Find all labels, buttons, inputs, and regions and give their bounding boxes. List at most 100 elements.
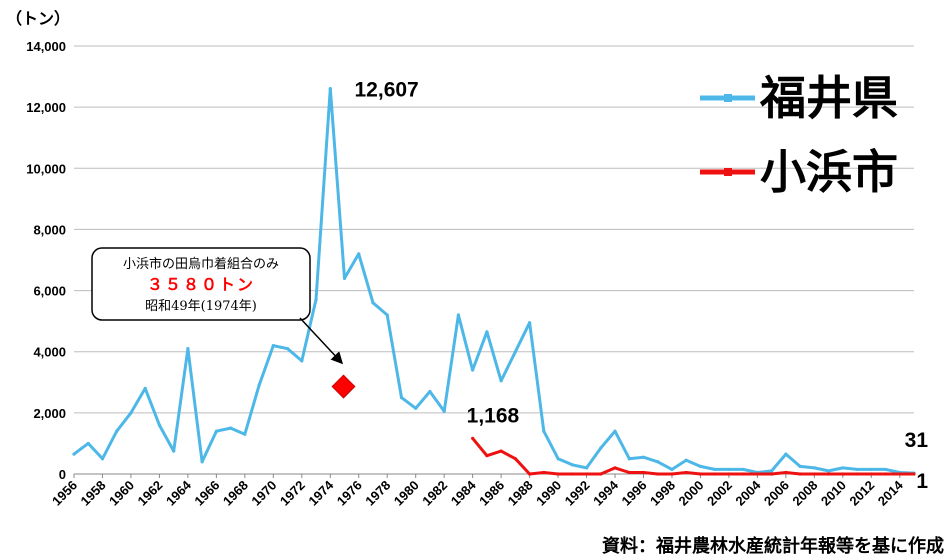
callout-arrow — [299, 317, 344, 365]
source-note: 資料：福井農林水産統計年報等を基に作成 — [602, 535, 944, 557]
y-tick-label: 12,000 — [26, 100, 66, 115]
data-point — [527, 321, 532, 325]
data-point — [357, 252, 361, 256]
x-tick-label: 2002 — [704, 478, 735, 509]
data-point — [485, 330, 489, 334]
x-tick-label: 2008 — [789, 478, 820, 509]
data-point — [485, 454, 489, 458]
x-tick-label: 1988 — [505, 478, 536, 509]
data-point — [826, 472, 831, 476]
data-point — [599, 472, 603, 476]
x-tick-label: 1984 — [448, 477, 480, 509]
data-point — [869, 467, 873, 472]
data-point — [784, 470, 788, 475]
data-point — [713, 472, 717, 476]
data-point — [570, 463, 574, 467]
x-tick-label: 1976 — [334, 478, 365, 509]
x-tick-label: 1966 — [191, 478, 222, 509]
y-tick-label: 6,000 — [33, 284, 66, 299]
data-point — [229, 426, 233, 430]
data-point — [186, 347, 190, 351]
y-tick-label: 10,000 — [26, 161, 66, 176]
data-point — [770, 469, 774, 473]
data-point — [556, 472, 560, 476]
y-axis-ticks: 0 2,000 4,000 6,000 8,000 10,000 12,000 14,000 — [26, 39, 66, 482]
x-tick-label: 1960 — [106, 478, 137, 509]
data-point — [698, 464, 703, 468]
callout-box: 小浜市の田烏巾着組合のみ ３５８０トン 昭和49年(1974年) — [91, 247, 344, 365]
data-point — [584, 472, 589, 476]
data-point — [670, 467, 674, 472]
data-point — [143, 386, 147, 390]
data-point — [855, 472, 859, 476]
data-point — [755, 472, 759, 476]
data-point — [713, 467, 717, 472]
data-point — [812, 466, 816, 470]
x-tick-label: 2006 — [761, 478, 792, 509]
data-point — [300, 359, 304, 363]
y-axis-unit-label: （トン） — [6, 9, 70, 28]
data-point — [271, 344, 275, 348]
data-point — [641, 455, 646, 459]
data-point — [214, 429, 218, 433]
data-point — [200, 460, 204, 464]
data-point — [471, 368, 475, 372]
x-tick-label: 2004 — [732, 477, 764, 509]
data-point — [542, 429, 546, 433]
data-point — [243, 432, 247, 436]
series-line-0 — [73, 87, 915, 475]
data-point — [285, 347, 290, 351]
x-tick-label: 1994 — [590, 477, 622, 509]
data-point — [456, 313, 461, 317]
data-point — [883, 472, 888, 476]
annotations: 12,607 1,168 31 1 — [355, 79, 929, 493]
y-tick-label: 4,000 — [33, 345, 66, 360]
data-point — [698, 472, 703, 476]
y-tick-label: 8,000 — [33, 222, 66, 237]
data-point — [499, 449, 503, 453]
data-point — [727, 467, 731, 472]
data-point — [385, 313, 389, 317]
data-point — [371, 301, 375, 305]
x-tick-label: 2012 — [846, 478, 877, 509]
data-point — [841, 472, 845, 476]
data-point — [613, 429, 617, 433]
data-point — [86, 441, 90, 446]
data-point — [883, 467, 888, 472]
data-point — [826, 469, 831, 473]
x-axis-ticks: 1956195819601962196419661968197019721974… — [49, 474, 906, 509]
x-tick-label: 1968 — [220, 478, 251, 509]
x-tick-label: 1996 — [619, 478, 650, 509]
data-point — [599, 446, 603, 450]
data-label: 1 — [916, 470, 928, 493]
legend-marker-obama — [724, 168, 732, 176]
data-point — [542, 470, 546, 475]
data-label: 1,168 — [467, 404, 520, 427]
data-point — [627, 457, 631, 461]
series-line-1 — [471, 437, 914, 476]
callout-line-2: ３５８０トン — [147, 275, 255, 294]
data-point — [627, 470, 631, 475]
legend-entry-obama: 小浜市 — [700, 145, 898, 199]
legend-entry-fukui: 福井県 — [700, 71, 898, 125]
data-point — [869, 472, 873, 476]
x-tick-label: 2000 — [676, 478, 707, 509]
x-tick-label: 2014 — [875, 477, 907, 509]
callout-frame — [91, 247, 311, 321]
data-point — [584, 466, 589, 470]
x-tick-label: 1982 — [419, 478, 450, 509]
data-point — [257, 383, 261, 387]
data-point — [428, 389, 432, 394]
data-point — [641, 470, 646, 475]
x-tick-label: 1980 — [391, 478, 422, 509]
data-point — [314, 298, 318, 302]
x-tick-label: 1972 — [277, 478, 308, 509]
legend-marker-fukui — [724, 94, 732, 102]
data-point — [727, 472, 731, 476]
data-label: 12,607 — [355, 79, 419, 102]
data-point — [72, 452, 76, 456]
y-tick-label: 0 — [59, 467, 66, 482]
data-point — [100, 457, 105, 461]
data-point — [399, 395, 404, 400]
